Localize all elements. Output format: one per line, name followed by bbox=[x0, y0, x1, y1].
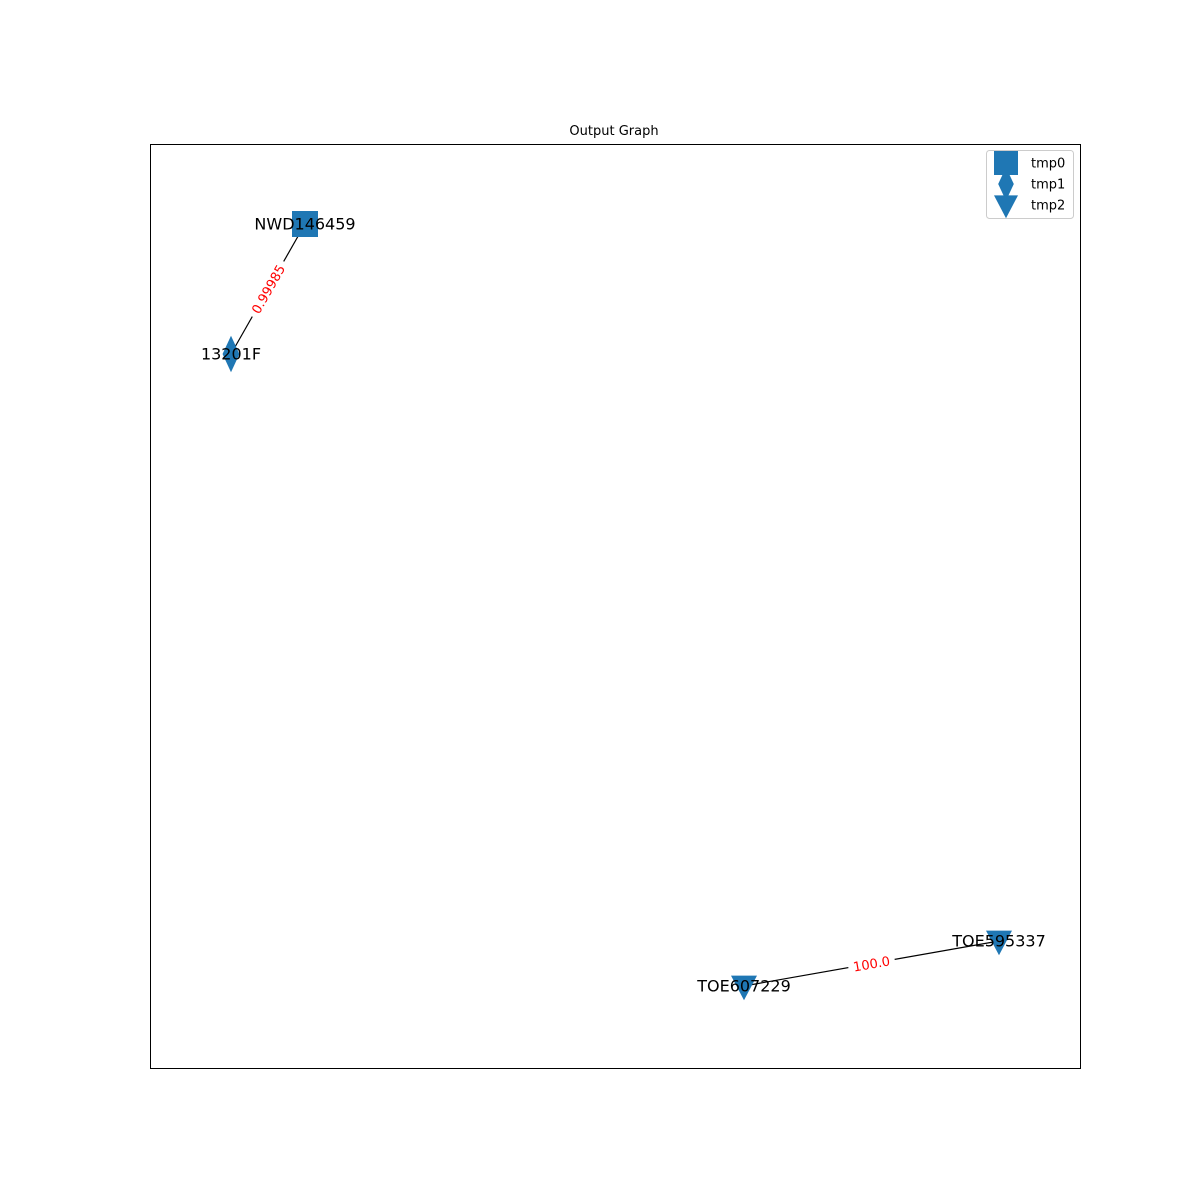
edge-label-background bbox=[846, 950, 897, 977]
legend-label: tmp0 bbox=[1031, 157, 1065, 172]
node-triangle-down-marker bbox=[986, 930, 1012, 956]
legend-label: tmp1 bbox=[1031, 178, 1065, 193]
node-label: TOE607229 bbox=[696, 977, 791, 996]
node-diamond-marker bbox=[222, 335, 240, 373]
edge-label-background bbox=[244, 256, 292, 322]
edge-weight-label: 100.0 bbox=[852, 954, 891, 975]
graph-title: Output Graph bbox=[569, 124, 658, 139]
node-square-marker bbox=[292, 211, 318, 237]
nodes-layer bbox=[222, 211, 1012, 1001]
labels-layer: 0.99985 100.0 NWD146459 13201F TOE595337 TOE6… bbox=[201, 215, 1046, 996]
node-triangle-down-marker bbox=[731, 975, 757, 1001]
edge-label-1: 100.0 bbox=[846, 950, 897, 977]
legend-label: tmp2 bbox=[1031, 199, 1065, 214]
edge-label-0: 0.99985 bbox=[244, 256, 292, 322]
edges-layer bbox=[230, 223, 1000, 987]
node-label: 13201F bbox=[201, 345, 261, 364]
legend-triangle-down-icon bbox=[994, 195, 1018, 219]
legend: tmp0 tmp1 tmp2 bbox=[986, 150, 1074, 219]
plot-frame bbox=[150, 144, 1081, 1069]
legend-diamond-icon bbox=[998, 167, 1014, 201]
node-label: NWD146459 bbox=[254, 215, 355, 234]
node-label: TOE595337 bbox=[951, 932, 1046, 951]
